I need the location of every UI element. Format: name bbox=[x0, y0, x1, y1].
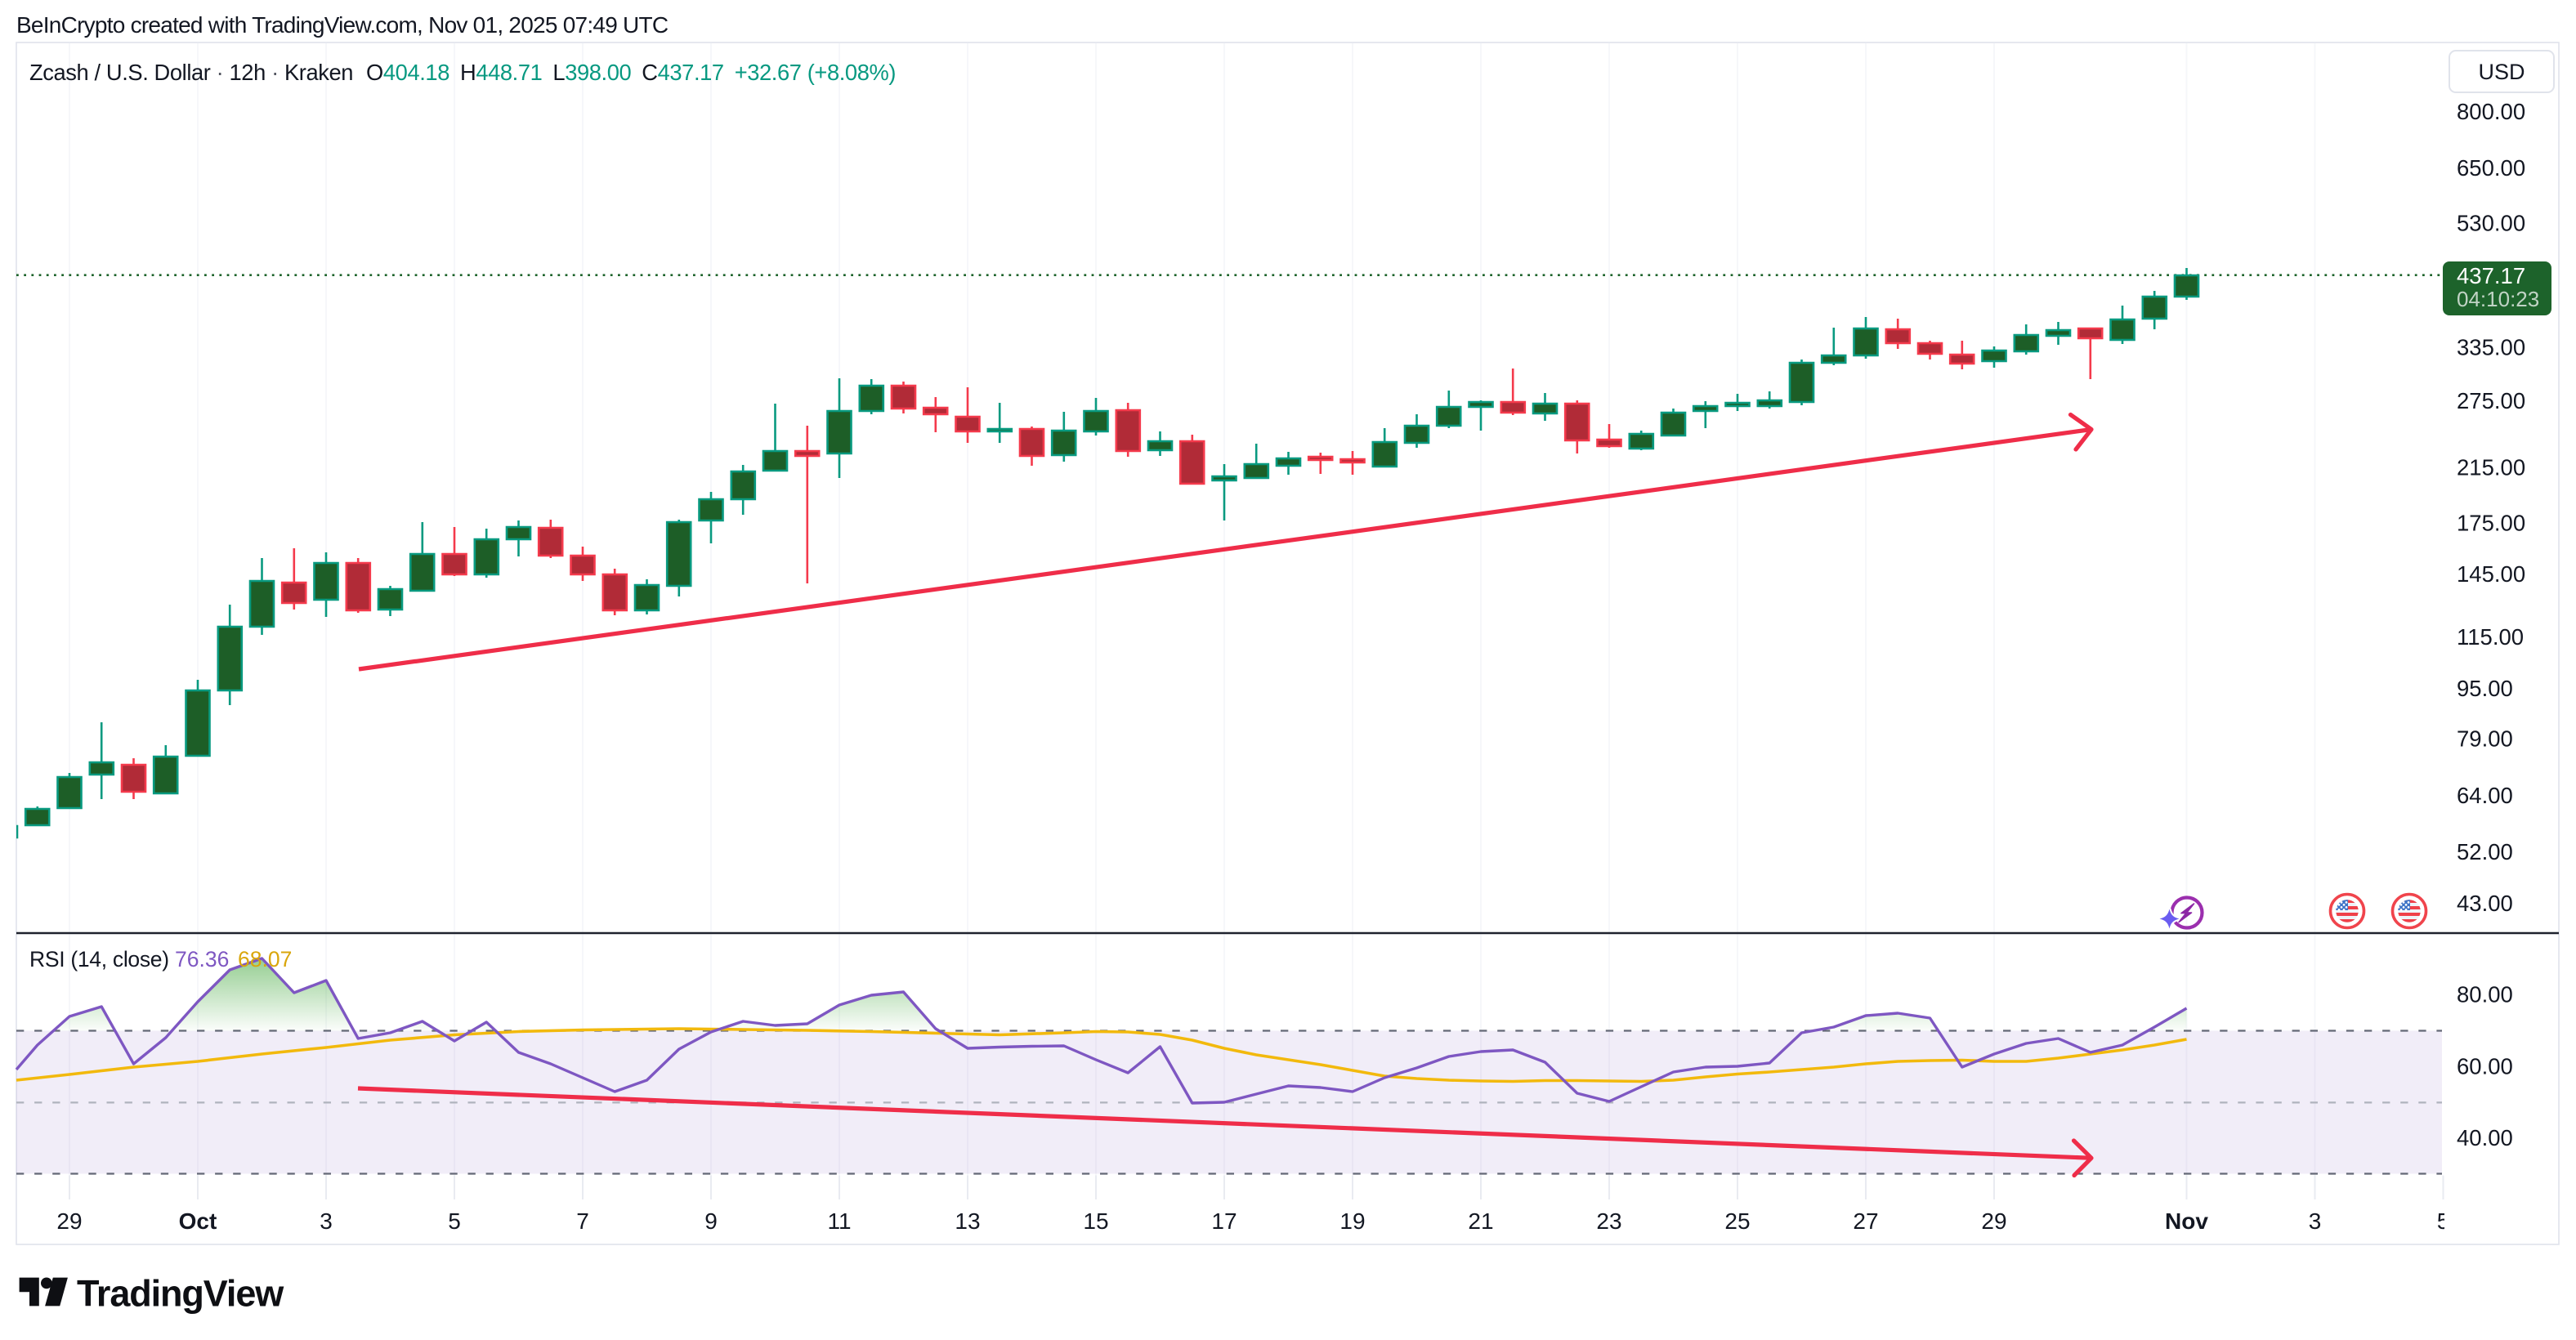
svg-text:68.07: 68.07 bbox=[238, 947, 292, 971]
svg-text:335.00: 335.00 bbox=[2457, 334, 2525, 360]
svg-text:04:10:23: 04:10:23 bbox=[2457, 287, 2539, 311]
svg-text:13: 13 bbox=[955, 1208, 980, 1234]
svg-text:79.00: 79.00 bbox=[2457, 726, 2513, 751]
svg-text:9: 9 bbox=[704, 1208, 718, 1234]
svg-text:64.00: 64.00 bbox=[2457, 783, 2513, 808]
svg-text:TradingView: TradingView bbox=[77, 1273, 284, 1315]
svg-text:80.00: 80.00 bbox=[2457, 982, 2513, 1007]
svg-text:19: 19 bbox=[1339, 1208, 1365, 1234]
svg-text:Zcash / U.S. Dollar · 12h · Kr: Zcash / U.S. Dollar · 12h · Kraken O404.1… bbox=[29, 60, 896, 85]
svg-text:175.00: 175.00 bbox=[2457, 511, 2525, 536]
svg-text:27: 27 bbox=[1853, 1208, 1878, 1234]
svg-text:Oct: Oct bbox=[179, 1208, 217, 1234]
svg-text:25: 25 bbox=[1724, 1208, 1750, 1234]
svg-text:23: 23 bbox=[1596, 1208, 1621, 1234]
svg-text:11: 11 bbox=[827, 1208, 851, 1234]
svg-text:650.00: 650.00 bbox=[2457, 155, 2525, 181]
svg-text:21: 21 bbox=[1468, 1208, 1493, 1234]
svg-text:60.00: 60.00 bbox=[2457, 1054, 2513, 1079]
svg-text:40.00: 40.00 bbox=[2457, 1125, 2513, 1150]
svg-text:215.00: 215.00 bbox=[2457, 454, 2525, 480]
svg-text:43.00: 43.00 bbox=[2457, 891, 2513, 916]
svg-text:5: 5 bbox=[448, 1208, 461, 1234]
svg-text:275.00: 275.00 bbox=[2457, 388, 2525, 413]
svg-text:RSI (14, close): RSI (14, close) bbox=[29, 947, 169, 971]
svg-text:BeInCrypto created with Tradin: BeInCrypto created with TradingView.com,… bbox=[16, 12, 669, 38]
svg-text:95.00: 95.00 bbox=[2457, 676, 2513, 701]
svg-text:5: 5 bbox=[2437, 1208, 2450, 1234]
svg-text:29: 29 bbox=[1981, 1208, 2006, 1234]
svg-text:USD: USD bbox=[2478, 60, 2525, 84]
svg-text:115.00: 115.00 bbox=[2457, 624, 2524, 650]
svg-text:52.00: 52.00 bbox=[2457, 839, 2513, 864]
svg-text:437.17: 437.17 bbox=[2457, 263, 2525, 288]
svg-text:Nov: Nov bbox=[2165, 1208, 2208, 1234]
svg-text:530.00: 530.00 bbox=[2457, 211, 2525, 236]
svg-text:800.00: 800.00 bbox=[2457, 99, 2525, 124]
svg-text:76.36: 76.36 bbox=[175, 947, 229, 971]
svg-text:7: 7 bbox=[576, 1208, 589, 1234]
svg-text:15: 15 bbox=[1083, 1208, 1108, 1234]
svg-text:3: 3 bbox=[2309, 1208, 2322, 1234]
svg-text:29: 29 bbox=[56, 1208, 82, 1234]
svg-text:145.00: 145.00 bbox=[2457, 561, 2525, 587]
svg-text:3: 3 bbox=[320, 1208, 333, 1234]
svg-text:17: 17 bbox=[1211, 1208, 1237, 1234]
